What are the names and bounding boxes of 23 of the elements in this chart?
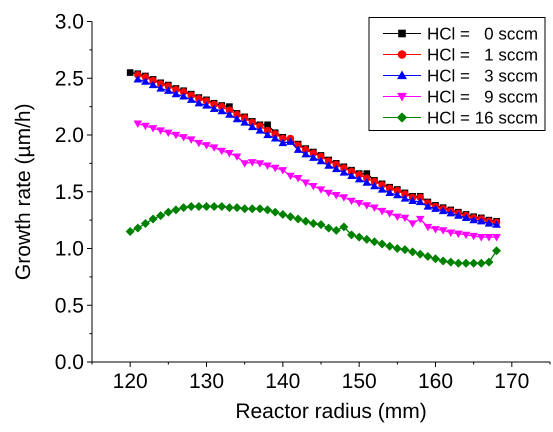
legend-label: HCl = 0 sccm xyxy=(427,24,538,44)
x-tick-label: 130 xyxy=(188,370,224,393)
legend-label: HCl = 3 sccm xyxy=(427,66,538,86)
legend-label: HCl = 1 sccm xyxy=(427,46,538,64)
x-tick-label: 150 xyxy=(342,370,377,393)
x-tick-label: 170 xyxy=(494,370,530,393)
point xyxy=(134,120,142,128)
x-tick-label: 160 xyxy=(418,370,454,393)
legend-label: HCl = 9 sccm xyxy=(427,88,538,106)
legend-label: HCl = 16 sccm xyxy=(427,108,538,128)
y-tick-label: 3.0 xyxy=(54,10,84,34)
y-tick-label: 0.0 xyxy=(54,351,84,374)
y-tick-label: 0.5 xyxy=(54,294,84,318)
y-tick-label: 1.5 xyxy=(54,180,84,204)
point xyxy=(126,226,135,236)
y-tick-label: 2.5 xyxy=(54,67,84,90)
y-axis-title: Growth rate (µm/h) xyxy=(12,103,35,280)
point xyxy=(492,246,502,256)
x-axis-title: Reactor radius (mm) xyxy=(235,400,427,423)
x-tick-label: 140 xyxy=(265,370,300,393)
x-tick-label: 120 xyxy=(112,370,148,393)
y-tick-label: 2.0 xyxy=(54,124,84,147)
y-tick-label: 1.0 xyxy=(54,238,84,260)
